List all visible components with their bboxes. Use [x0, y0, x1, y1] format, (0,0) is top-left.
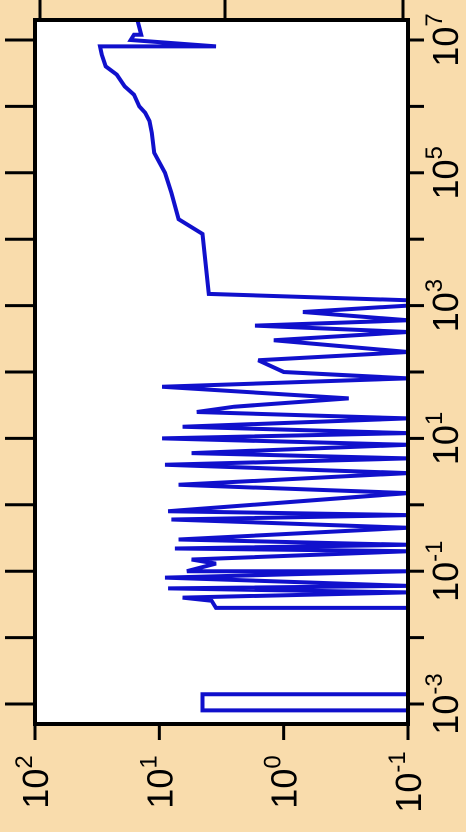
y-tick-label-exponent: 2: [11, 755, 38, 768]
x-tick-label-base: 10: [425, 292, 466, 332]
series-line-0: [97, 19, 410, 724]
x-tick-label-exponent: 1: [421, 412, 448, 425]
y-tick-label: 101: [135, 755, 180, 808]
x-tick-label: 103: [421, 279, 466, 332]
x-tick-label-base: 10: [425, 27, 466, 67]
y-tick-label: 10-1: [384, 751, 429, 812]
y-tick-label-exponent: 0: [260, 755, 287, 768]
x-tick-label-exponent: -1: [421, 541, 448, 562]
x-tick-label-exponent: 5: [421, 146, 448, 159]
x-tick-label-base: 10: [425, 159, 466, 199]
x-tick-label: 101: [421, 412, 466, 465]
x-tick-label: 10-1: [421, 541, 466, 602]
x-tick-label-exponent: 3: [421, 279, 448, 292]
y-tick-label: 102: [11, 755, 56, 808]
x-tick-label: 10-3: [421, 673, 466, 734]
y-tick-label-base: 10: [15, 769, 56, 809]
y-tick-label-exponent: 1: [135, 755, 162, 768]
x-tick-label-exponent: -3: [421, 673, 448, 694]
x-tick-label: 107: [421, 13, 466, 66]
x-tick-label-base: 10: [425, 695, 466, 735]
axis-layer: [5, 0, 424, 740]
data-layer: [97, 19, 410, 724]
x-tick-label-base: 10: [425, 562, 466, 602]
plot-area: [35, 20, 408, 724]
y-tick-label-exponent: -1: [384, 751, 411, 772]
plot-frame: [33, 18, 410, 726]
y-tick-label-base: 10: [388, 773, 429, 813]
x-tick-label-base: 10: [425, 425, 466, 465]
y-tick-label-base: 10: [139, 769, 180, 809]
x-tick-label-exponent: 7: [421, 13, 448, 26]
y-tick-label-base: 10: [264, 769, 305, 809]
x-tick-label: 105: [421, 146, 466, 199]
y-tick-label: 100: [260, 755, 305, 808]
